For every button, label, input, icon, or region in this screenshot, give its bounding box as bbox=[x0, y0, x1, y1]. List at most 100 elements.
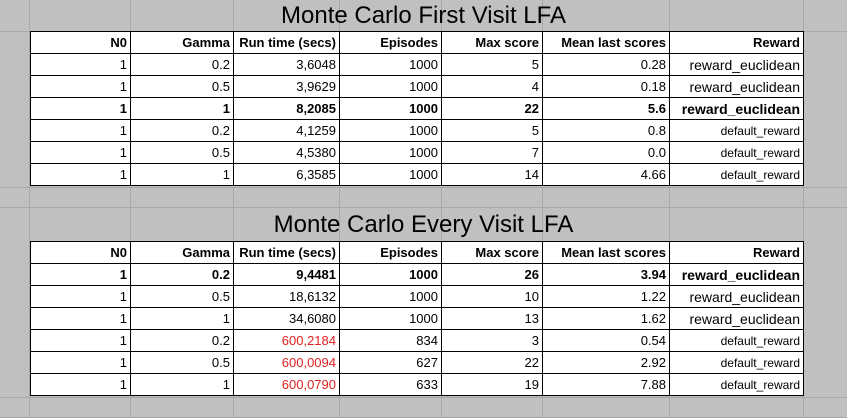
cell-runtime[interactable]: 600,0094 bbox=[233, 351, 340, 374]
cell-reward[interactable]: reward_euclidean bbox=[669, 263, 804, 286]
cell-runtime[interactable]: 4,1259 bbox=[233, 119, 340, 142]
cell-mean-last-scores[interactable]: 4.66 bbox=[542, 163, 670, 186]
cell-runtime[interactable]: 600,2184 bbox=[233, 329, 340, 352]
header-gamma[interactable]: Gamma bbox=[130, 241, 234, 264]
cell-max-score[interactable]: 10 bbox=[441, 285, 543, 308]
header-runtime[interactable]: Run time (secs) bbox=[233, 31, 340, 54]
cell-gamma[interactable]: 0.5 bbox=[130, 141, 234, 164]
cell-runtime[interactable]: 600,0790 bbox=[233, 373, 340, 396]
cell-episodes[interactable]: 1000 bbox=[339, 119, 442, 142]
cell-n0[interactable]: 1 bbox=[30, 53, 131, 76]
cell-reward[interactable]: default_reward bbox=[669, 351, 804, 374]
cell-reward[interactable]: reward_euclidean bbox=[669, 285, 804, 308]
cell-max-score[interactable]: 19 bbox=[441, 373, 543, 396]
cell-max-score[interactable]: 4 bbox=[441, 75, 543, 98]
cell-max-score[interactable]: 22 bbox=[441, 351, 543, 374]
section-title-every-visit: Monte Carlo Every Visit LFA bbox=[273, 211, 574, 238]
header-reward[interactable]: Reward bbox=[669, 31, 804, 54]
cell-episodes[interactable]: 1000 bbox=[339, 307, 442, 330]
cell-n0[interactable]: 1 bbox=[30, 329, 131, 352]
cell-runtime[interactable]: 18,6132 bbox=[233, 285, 340, 308]
cell-reward[interactable]: default_reward bbox=[669, 163, 804, 186]
cell-gamma[interactable]: 0.2 bbox=[130, 119, 234, 142]
cell-episodes[interactable]: 633 bbox=[339, 373, 442, 396]
header-reward[interactable]: Reward bbox=[669, 241, 804, 264]
cell-runtime[interactable]: 9,4481 bbox=[233, 263, 340, 286]
cell-n0[interactable]: 1 bbox=[30, 263, 131, 286]
cell-n0[interactable]: 1 bbox=[30, 75, 131, 98]
cell-mean-last-scores[interactable]: 5.6 bbox=[542, 97, 670, 120]
cell-reward[interactable]: reward_euclidean bbox=[669, 53, 804, 76]
cell-gamma[interactable]: 0.5 bbox=[130, 285, 234, 308]
cell-mean-last-scores[interactable]: 1.62 bbox=[542, 307, 670, 330]
cell-mean-last-scores[interactable]: 3.94 bbox=[542, 263, 670, 286]
header-max-score[interactable]: Max score bbox=[441, 241, 543, 264]
header-n0[interactable]: N0 bbox=[30, 241, 131, 264]
header-mean-last-scores[interactable]: Mean last scores bbox=[542, 31, 670, 54]
cell-episodes[interactable]: 627 bbox=[339, 351, 442, 374]
cell-reward[interactable]: default_reward bbox=[669, 329, 804, 352]
cell-episodes[interactable]: 1000 bbox=[339, 141, 442, 164]
header-gamma[interactable]: Gamma bbox=[130, 31, 234, 54]
cell-episodes[interactable]: 1000 bbox=[339, 97, 442, 120]
cell-episodes[interactable]: 1000 bbox=[339, 285, 442, 308]
cell-gamma[interactable]: 0.2 bbox=[130, 329, 234, 352]
cell-reward[interactable]: reward_euclidean bbox=[669, 97, 804, 120]
cell-mean-last-scores[interactable]: 1.22 bbox=[542, 285, 670, 308]
cell-episodes[interactable]: 1000 bbox=[339, 75, 442, 98]
cell-episodes[interactable]: 1000 bbox=[339, 53, 442, 76]
cell-max-score[interactable]: 3 bbox=[441, 329, 543, 352]
results-table-first-visit: N0 Gamma Run time (secs) Episodes Max sc… bbox=[30, 31, 804, 186]
cell-runtime[interactable]: 4,5380 bbox=[233, 141, 340, 164]
cell-reward[interactable]: default_reward bbox=[669, 141, 804, 164]
cell-runtime[interactable]: 3,9629 bbox=[233, 75, 340, 98]
cell-max-score[interactable]: 14 bbox=[441, 163, 543, 186]
cell-n0[interactable]: 1 bbox=[30, 163, 131, 186]
cell-max-score[interactable]: 5 bbox=[441, 53, 543, 76]
cell-runtime[interactable]: 8,2085 bbox=[233, 97, 340, 120]
cell-gamma[interactable]: 1 bbox=[130, 373, 234, 396]
cell-reward[interactable]: default_reward bbox=[669, 373, 804, 396]
cell-gamma[interactable]: 1 bbox=[130, 307, 234, 330]
cell-mean-last-scores[interactable]: 0.54 bbox=[542, 329, 670, 352]
cell-mean-last-scores[interactable]: 0.0 bbox=[542, 141, 670, 164]
cell-n0[interactable]: 1 bbox=[30, 285, 131, 308]
cell-gamma[interactable]: 0.2 bbox=[130, 263, 234, 286]
header-runtime[interactable]: Run time (secs) bbox=[233, 241, 340, 264]
header-mean-last-scores[interactable]: Mean last scores bbox=[542, 241, 670, 264]
cell-mean-last-scores[interactable]: 2.92 bbox=[542, 351, 670, 374]
cell-reward[interactable]: reward_euclidean bbox=[669, 75, 804, 98]
cell-max-score[interactable]: 7 bbox=[441, 141, 543, 164]
cell-gamma[interactable]: 0.5 bbox=[130, 351, 234, 374]
cell-max-score[interactable]: 13 bbox=[441, 307, 543, 330]
cell-max-score[interactable]: 26 bbox=[441, 263, 543, 286]
cell-n0[interactable]: 1 bbox=[30, 119, 131, 142]
cell-runtime[interactable]: 34,6080 bbox=[233, 307, 340, 330]
cell-n0[interactable]: 1 bbox=[30, 307, 131, 330]
header-n0[interactable]: N0 bbox=[30, 31, 131, 54]
cell-gamma[interactable]: 1 bbox=[130, 97, 234, 120]
header-episodes[interactable]: Episodes bbox=[339, 241, 442, 264]
cell-n0[interactable]: 1 bbox=[30, 141, 131, 164]
cell-max-score[interactable]: 5 bbox=[441, 119, 543, 142]
cell-mean-last-scores[interactable]: 0.18 bbox=[542, 75, 670, 98]
cell-n0[interactable]: 1 bbox=[30, 97, 131, 120]
cell-gamma[interactable]: 1 bbox=[130, 163, 234, 186]
cell-mean-last-scores[interactable]: 0.8 bbox=[542, 119, 670, 142]
cell-n0[interactable]: 1 bbox=[30, 373, 131, 396]
cell-episodes[interactable]: 1000 bbox=[339, 163, 442, 186]
cell-reward[interactable]: default_reward bbox=[669, 119, 804, 142]
cell-max-score[interactable]: 22 bbox=[441, 97, 543, 120]
header-episodes[interactable]: Episodes bbox=[339, 31, 442, 54]
header-max-score[interactable]: Max score bbox=[441, 31, 543, 54]
cell-runtime[interactable]: 3,6048 bbox=[233, 53, 340, 76]
cell-runtime[interactable]: 6,3585 bbox=[233, 163, 340, 186]
cell-n0[interactable]: 1 bbox=[30, 351, 131, 374]
cell-episodes[interactable]: 834 bbox=[339, 329, 442, 352]
cell-gamma[interactable]: 0.5 bbox=[130, 75, 234, 98]
cell-mean-last-scores[interactable]: 7.88 bbox=[542, 373, 670, 396]
cell-gamma[interactable]: 0.2 bbox=[130, 53, 234, 76]
cell-mean-last-scores[interactable]: 0.28 bbox=[542, 53, 670, 76]
cell-reward[interactable]: reward_euclidean bbox=[669, 307, 804, 330]
cell-episodes[interactable]: 1000 bbox=[339, 263, 442, 286]
